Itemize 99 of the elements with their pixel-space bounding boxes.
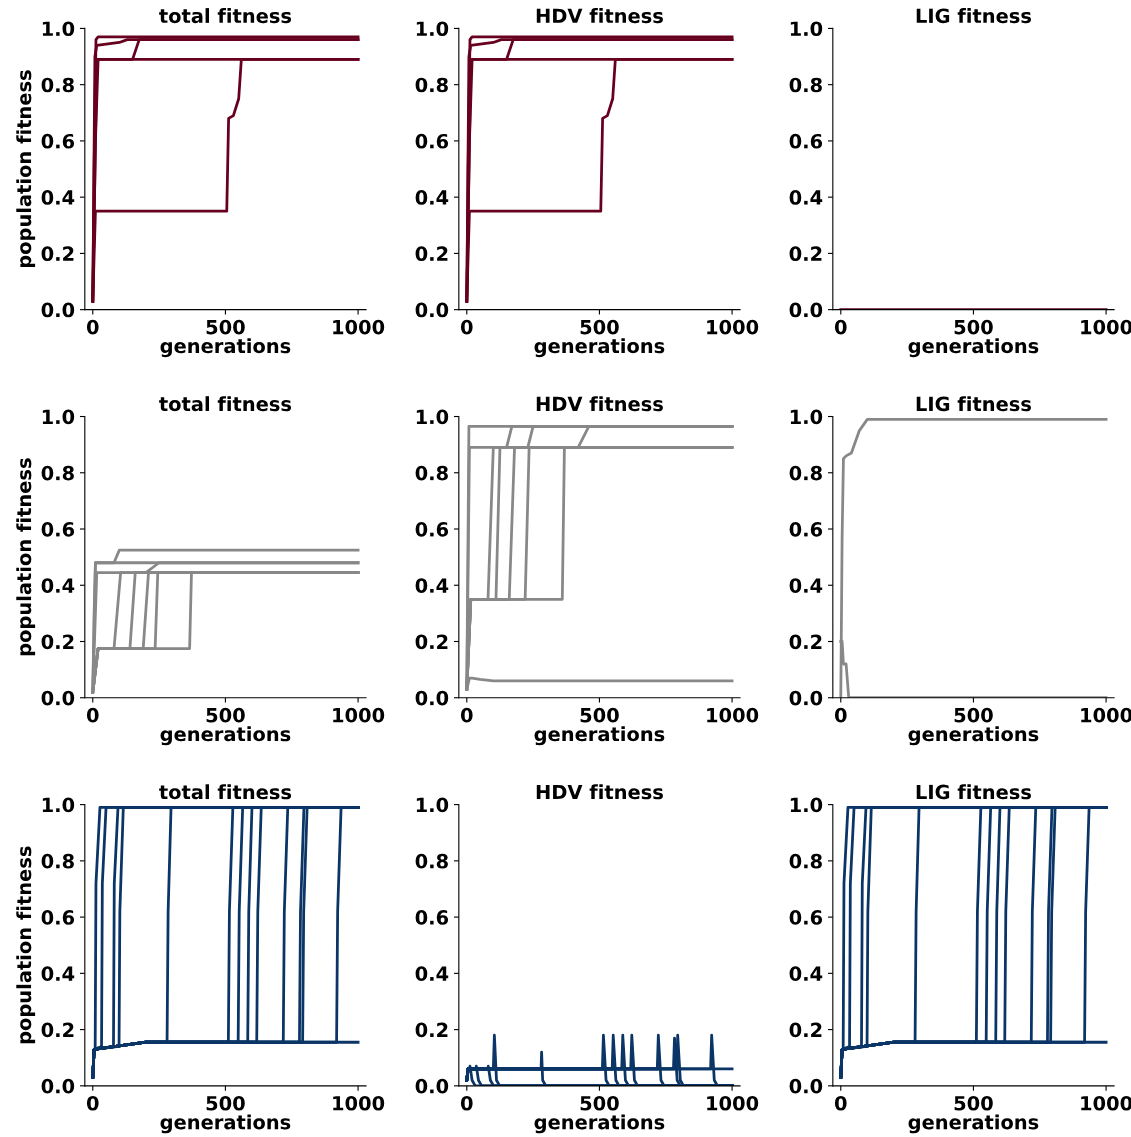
y-tick-label: 0.6 <box>415 910 449 925</box>
chart-title: HDV fitness <box>536 784 663 800</box>
y-tick-label: 0.0 <box>789 690 823 706</box>
x-tick-label: 0 <box>86 1095 99 1111</box>
y-tick-label: 0.0 <box>789 1078 823 1094</box>
x-axis-title: generations <box>534 1114 665 1134</box>
y-tick-label: 0.2 <box>789 634 822 650</box>
x-tick-label: 500 <box>580 707 619 723</box>
y-tick-label: 0.4 <box>789 190 823 205</box>
y-tick-label: 0.8 <box>415 465 448 481</box>
y-tick-label: 0.2 <box>415 634 448 650</box>
x-axis-title: generations <box>534 726 665 746</box>
y-tick-label: 0.6 <box>415 521 449 537</box>
x-tick-label: 1000 <box>333 707 385 723</box>
y-tick-label: 0.0 <box>41 690 75 706</box>
y-tick-label: 0.0 <box>41 302 75 318</box>
y-tick-label: 0.4 <box>415 578 449 593</box>
y-tick-label: 0.0 <box>789 302 823 318</box>
y-tick-label: 0.6 <box>41 910 75 925</box>
x-tick-label: 0 <box>460 707 473 723</box>
y-tick-label: 0.0 <box>415 690 449 706</box>
y-tick-label: 0.4 <box>789 966 823 982</box>
y-axis-title: population fitness <box>16 846 36 1044</box>
x-axis-title: generations <box>908 726 1039 746</box>
y-tick-label: 0.8 <box>415 77 448 93</box>
y-tick-label: 0.8 <box>789 853 822 869</box>
chart-title: LIG fitness <box>916 784 1031 800</box>
chart-title: total fitness <box>159 784 292 800</box>
chart-title: LIG fitness <box>916 396 1031 412</box>
x-axis-title: generations <box>534 338 665 358</box>
y-tick-label: 0.8 <box>789 465 822 481</box>
x-tick-label: 0 <box>834 319 847 335</box>
chart-title: LIG fitness <box>916 8 1031 24</box>
chart-title: total fitness <box>159 396 292 412</box>
y-tick-label: 0.2 <box>41 246 74 262</box>
y-tick-label: 0.2 <box>789 1022 822 1038</box>
y-tick-label: 0.8 <box>415 853 448 869</box>
y-tick-label: 0.2 <box>41 634 74 650</box>
y-tick-label: 0.0 <box>41 1078 75 1094</box>
y-tick-label: 0.4 <box>415 190 449 205</box>
x-tick-label: 0 <box>460 319 473 335</box>
y-tick-label: 1.0 <box>42 409 75 425</box>
x-tick-label: 1000 <box>333 1095 385 1111</box>
y-tick-label: 0.2 <box>415 1022 448 1038</box>
y-axis-title: population fitness <box>16 70 36 268</box>
x-tick-label: 500 <box>954 1095 993 1111</box>
y-tick-label: 0.0 <box>415 1078 449 1094</box>
y-tick-label: 0.8 <box>41 853 74 869</box>
x-tick-label: 500 <box>954 707 993 723</box>
x-axis-title: generations <box>160 338 291 358</box>
x-axis-title: generations <box>160 1114 291 1134</box>
y-tick-label: 0.4 <box>415 966 449 982</box>
y-tick-label: 0.2 <box>41 1022 74 1038</box>
chart-title: HDV fitness <box>536 396 663 412</box>
y-tick-label: 0.6 <box>789 133 823 149</box>
y-tick-label: 0.6 <box>789 910 823 925</box>
chart-title: HDV fitness <box>536 8 663 24</box>
y-tick-label: 0.8 <box>41 465 74 481</box>
y-tick-label: 0.4 <box>41 966 75 982</box>
y-tick-label: 0.4 <box>41 190 75 205</box>
y-axis-title: population fitness <box>16 458 36 656</box>
y-tick-label: 0.4 <box>41 578 75 593</box>
x-axis-title: generations <box>160 726 291 746</box>
x-tick-label: 500 <box>206 1095 245 1111</box>
y-tick-label: 0.6 <box>789 521 823 537</box>
y-tick-label: 1.0 <box>416 21 449 37</box>
y-tick-label: 1.0 <box>790 21 823 37</box>
y-tick-label: 1.0 <box>790 797 823 813</box>
x-tick-label: 0 <box>86 319 99 335</box>
x-tick-label: 1000 <box>707 1095 759 1111</box>
x-axis-title: generations <box>908 1114 1039 1134</box>
y-tick-label: 0.2 <box>789 246 822 262</box>
x-tick-label: 500 <box>580 319 619 335</box>
y-tick-label: 0.8 <box>41 77 74 93</box>
y-tick-label: 0.0 <box>415 302 449 318</box>
x-tick-label: 1000 <box>333 319 385 335</box>
x-tick-label: 0 <box>834 1095 847 1111</box>
x-tick-label: 500 <box>206 319 245 335</box>
y-tick-label: 0.6 <box>41 521 75 537</box>
x-tick-label: 0 <box>834 707 847 723</box>
x-tick-label: 500 <box>954 319 993 335</box>
x-axis-title: generations <box>908 338 1039 358</box>
x-tick-label: 0 <box>86 707 99 723</box>
y-tick-label: 1.0 <box>790 409 823 425</box>
y-tick-label: 1.0 <box>42 21 75 37</box>
x-tick-label: 1000 <box>707 319 759 335</box>
x-tick-label: 500 <box>580 1095 619 1111</box>
y-tick-label: 1.0 <box>416 797 449 813</box>
y-tick-label: 1.0 <box>42 797 75 813</box>
y-tick-label: 0.4 <box>789 578 823 593</box>
x-tick-label: 0 <box>460 1095 473 1111</box>
y-tick-label: 0.8 <box>789 77 822 93</box>
y-tick-label: 0.6 <box>415 133 449 149</box>
y-tick-label: 0.6 <box>41 133 75 149</box>
chart-title: total fitness <box>159 8 292 24</box>
x-tick-label: 1000 <box>707 707 759 723</box>
y-tick-label: 0.2 <box>415 246 448 262</box>
x-tick-label: 500 <box>206 707 245 723</box>
y-tick-label: 1.0 <box>416 409 449 425</box>
